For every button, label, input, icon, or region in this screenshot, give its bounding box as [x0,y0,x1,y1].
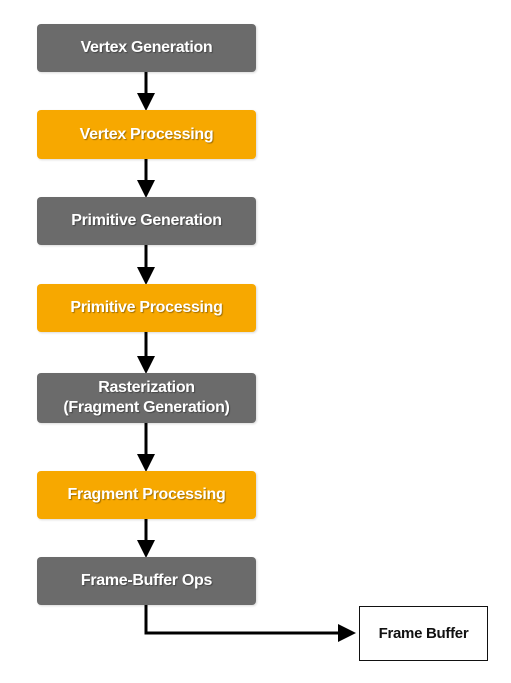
stage-vertex-generation: Vertex Generation [37,24,256,72]
arrow-7-to-frame-buffer [144,605,356,642]
stage-frame-buffer-ops: Frame-Buffer Ops [37,557,256,605]
frame-buffer-label: Frame Buffer [378,625,469,642]
stage-vertex-processing: Vertex Processing [37,110,256,159]
stage-label: Vertex Processing [79,125,214,143]
stage-label: Frame-Buffer Ops [80,572,213,589]
stage-label-line-1: Rasterization [98,379,195,396]
frame-buffer-box: Frame Buffer [359,606,488,661]
stage-label: Primitive Processing [70,299,223,316]
stage-label: Fragment Processing [67,486,226,503]
stage-label: Vertex Generation [80,39,213,56]
stage-fragment-processing: Fragment Processing [37,471,256,519]
stage-primitive-processing: Primitive Processing [37,284,256,332]
stage-primitive-generation: Primitive Generation [37,197,256,245]
stage-label-line-2: (Fragment Generation) [63,399,230,416]
stage-label: Primitive Generation [71,212,222,229]
stage-rasterization: Rasterization (Fragment Generation) [37,373,256,423]
